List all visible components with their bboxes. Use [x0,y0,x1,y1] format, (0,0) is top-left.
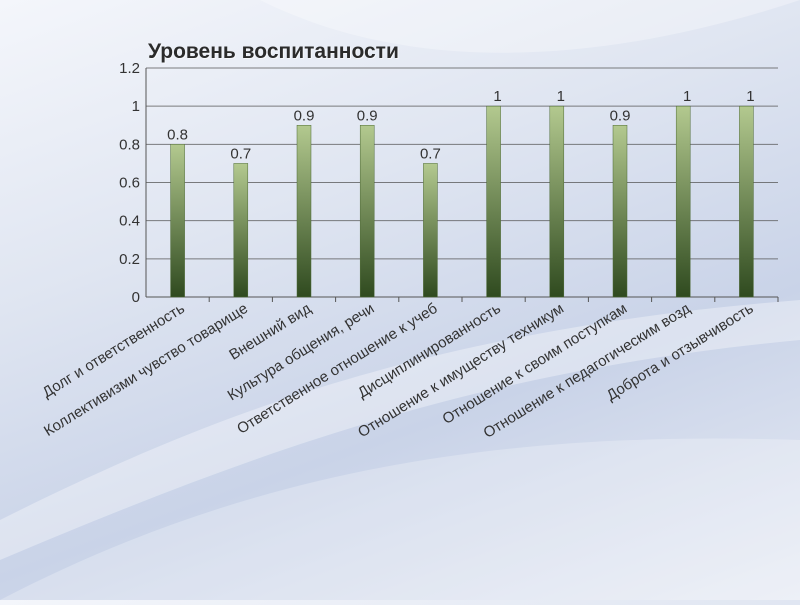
y-tick-label: 1.2 [119,60,140,77]
bar [359,125,375,298]
y-tick-label: 0 [132,289,140,306]
bar [486,105,501,298]
bar [612,125,628,298]
bar [170,144,185,298]
bar [549,105,565,298]
bar [423,163,438,298]
data-label: 0.9 [294,107,315,124]
y-tick-label: 0.6 [119,175,140,192]
y-tick-label: 0.8 [119,136,140,153]
data-label: 0.7 [230,145,251,162]
chart-title: Уровень воспитанности [148,40,399,63]
data-label: 0.7 [420,145,441,162]
data-label: 1 [493,88,501,105]
y-tick-label: 1 [132,98,140,115]
data-label: 1 [557,88,565,105]
y-tick-label: 0.4 [119,213,140,230]
data-label: 0.9 [357,107,378,124]
bar [675,105,691,298]
data-label: 0.8 [167,126,188,143]
bar [296,125,312,298]
data-label: 1 [746,88,754,105]
bar [739,105,754,298]
data-label: 0.9 [610,107,631,124]
data-label: 1 [683,88,691,105]
bar [233,163,249,298]
y-tick-label: 0.2 [119,251,140,268]
